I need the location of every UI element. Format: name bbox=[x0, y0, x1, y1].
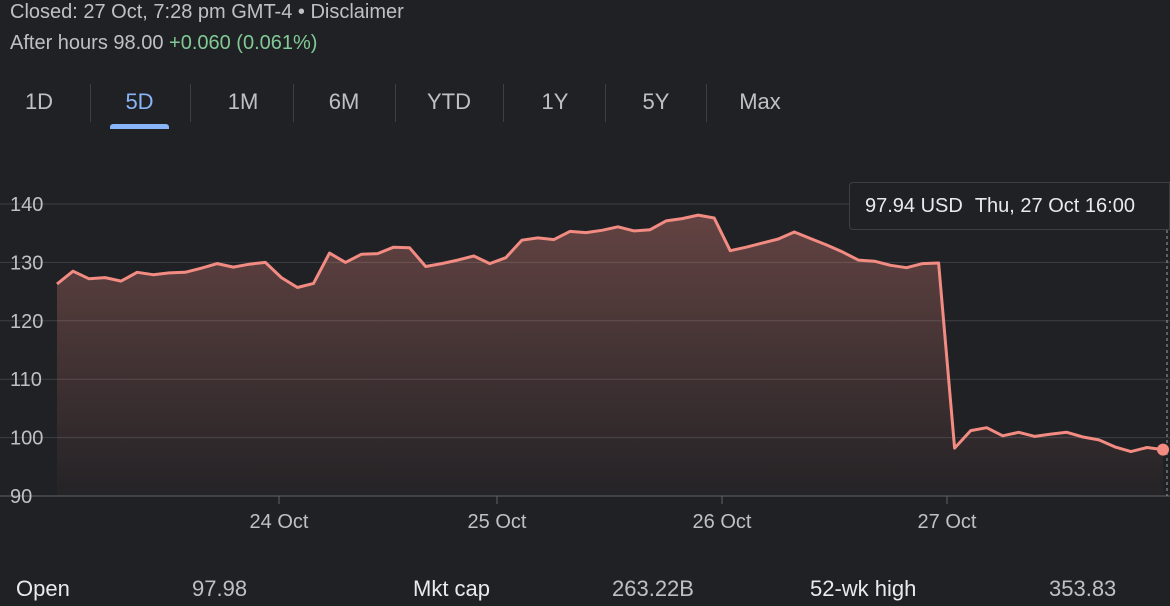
stat-52wk-high-value: 353.83 bbox=[1049, 576, 1117, 601]
after-hours-label: After hours bbox=[10, 32, 108, 54]
tab-divider bbox=[293, 84, 294, 122]
active-tab-indicator bbox=[110, 124, 169, 129]
price-area bbox=[57, 215, 1163, 496]
tab-max[interactable]: Max bbox=[739, 89, 781, 114]
tab-6m[interactable]: 6M bbox=[328, 89, 360, 114]
tab-divider bbox=[503, 84, 504, 122]
x-tick-label: 25 Oct bbox=[468, 511, 527, 533]
tab-divider bbox=[395, 84, 396, 122]
tab-1y[interactable]: 1Y bbox=[541, 89, 569, 114]
after-hours-quote: After hours 98.00 +0.060 (0.061%) bbox=[10, 32, 317, 55]
stat-open-label: Open bbox=[16, 576, 70, 601]
after-hours-change: +0.060 (0.061%) bbox=[169, 32, 318, 54]
hover-point[interactable] bbox=[1157, 443, 1169, 456]
tab-divider bbox=[706, 84, 707, 122]
tab-ytd[interactable]: YTD bbox=[427, 89, 471, 114]
price-tooltip: 97.94 USD Thu, 27 Oct 16:00 bbox=[849, 182, 1170, 230]
stats-row: Open 97.98 Mkt cap 263.22B 52-wk high 35… bbox=[0, 576, 1170, 606]
tab-5y[interactable]: 5Y bbox=[642, 89, 670, 114]
x-tick-label: 24 Oct bbox=[250, 511, 309, 533]
tab-divider bbox=[90, 84, 91, 122]
y-tick-label: 110 bbox=[10, 369, 42, 391]
x-tick-label: 26 Oct bbox=[693, 511, 752, 533]
after-hours-price: 98.00 bbox=[113, 32, 164, 54]
y-tick-label: 140 bbox=[10, 194, 43, 216]
tab-divider bbox=[605, 84, 606, 122]
tab-divider bbox=[190, 84, 191, 122]
x-tick-label: 27 Oct bbox=[918, 511, 977, 533]
price-line bbox=[56, 213, 1164, 454]
y-tick-label: 100 bbox=[10, 428, 43, 450]
market-status: Closed: 27 Oct, 7:28 pm GMT-4 • Disclaim… bbox=[10, 1, 404, 23]
tab-1m[interactable]: 1M bbox=[227, 89, 259, 114]
stat-open-value: 97.98 bbox=[192, 576, 248, 601]
tab-5d[interactable]: 5D bbox=[125, 89, 154, 114]
y-tick-label: 90 bbox=[10, 486, 32, 508]
price-chart[interactable]: 90 100 110 120 130 140 24 Oct 25 Oct 26 Oct 27 O… bbox=[0, 150, 1170, 550]
range-tabs: 1D 5D 1M 6M YTD 1Y 5Y Max bbox=[0, 82, 820, 132]
tooltip-datetime: Thu, 27 Oct 16:00 bbox=[974, 195, 1135, 217]
tooltip-price: 97.94 USD bbox=[865, 195, 963, 217]
stat-mktcap-value: 263.22B bbox=[612, 576, 694, 601]
stat-mktcap-label: Mkt cap bbox=[413, 576, 491, 601]
tab-1d[interactable]: 1D bbox=[24, 89, 54, 114]
stat-52wk-high-label: 52-wk high bbox=[810, 576, 917, 601]
y-tick-label: 120 bbox=[10, 311, 43, 333]
y-tick-label: 130 bbox=[10, 252, 43, 274]
